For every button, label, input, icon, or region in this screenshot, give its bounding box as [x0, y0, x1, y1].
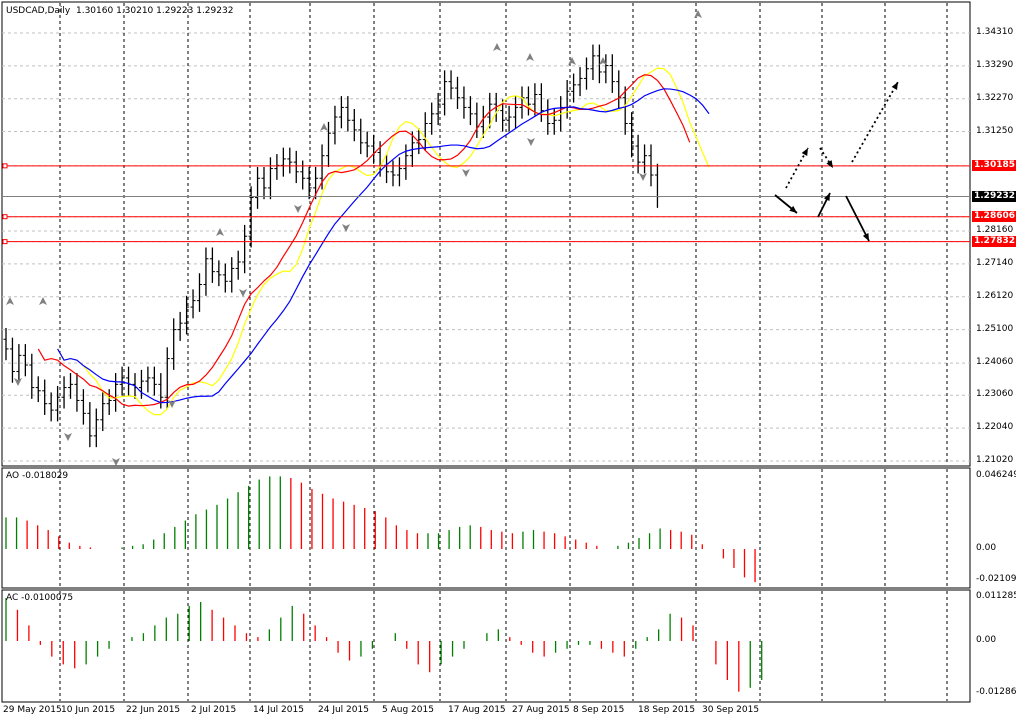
- date-tick-label: 5 Aug 2015: [382, 705, 434, 715]
- price-tick-label: 1.34310: [976, 27, 1014, 37]
- fractal-down-marker: [462, 169, 470, 177]
- ma-fast-line: [57, 67, 710, 416]
- fractal-up-marker: [493, 43, 501, 51]
- fractal-down-marker: [239, 289, 247, 297]
- date-tick-label: 18 Sep 2015: [638, 705, 696, 715]
- price-tick-label: 1.28160: [976, 225, 1014, 236]
- forecast-arrow-up-dotted-2-head: [891, 82, 898, 90]
- ac-tick-label: 0.00: [976, 635, 997, 645]
- fractal-down-marker: [527, 138, 535, 146]
- forecast-arrow-up-dotted-1-head: [801, 148, 808, 156]
- date-tick-label: 14 Jul 2015: [253, 705, 304, 715]
- forecast-arrow-down-dotted-head: [826, 160, 833, 168]
- ac-label: AC -0.0100075: [6, 593, 74, 603]
- price-tick-label: 1.24060: [976, 357, 1014, 368]
- fractal-up-marker: [526, 53, 534, 61]
- date-tick-label: 10 Jun 2015: [61, 705, 116, 715]
- price-tick-label: 1.23060: [976, 389, 1014, 400]
- price-tick-label: 1.21020: [976, 455, 1014, 465]
- price-tick-label: 1.31250: [976, 125, 1014, 136]
- fractal-down-marker: [64, 433, 72, 441]
- forecast-arrow-down-2: [845, 195, 870, 242]
- forecast-arrow-down-dotted: [819, 147, 834, 169]
- date-tick-label: 17 Aug 2015: [448, 705, 506, 715]
- date-tick-label: 2 Jul 2015: [191, 705, 237, 715]
- price-tick-label: 1.28606: [972, 210, 1016, 222]
- price-tick-label: 1.29232: [972, 190, 1016, 202]
- forecast-arrow-up-dotted-2: [851, 81, 899, 163]
- fractal-up-marker: [216, 228, 224, 236]
- date-tick-label: 24 Jul 2015: [318, 705, 369, 715]
- fractal-down-marker: [294, 205, 302, 213]
- price-tick-label: 1.26120: [976, 290, 1014, 301]
- ma-mid-line: [37, 74, 691, 407]
- date-tick-label: 30 Sep 2015: [702, 705, 760, 715]
- fractal-up-marker: [6, 297, 14, 305]
- chart-header: USDCAD,Daily 1.30160 1.30210 1.29223 1.2…: [6, 6, 233, 17]
- symbol-timeframe: USDCAD,Daily: [6, 6, 71, 16]
- fractal-up-marker: [599, 57, 607, 65]
- fractal-down-marker: [112, 458, 120, 466]
- panel-frame-2: [1, 589, 971, 703]
- fractal-down-marker: [168, 400, 176, 408]
- date-tick-label: 27 Aug 2015: [512, 705, 570, 715]
- fractal-up-marker: [320, 123, 328, 131]
- fractal-up-marker: [39, 297, 47, 305]
- ao-tick-label: -0.02109: [976, 574, 1016, 584]
- ao-tick-label: 0.00: [976, 543, 997, 553]
- ohlc-values: 1.30160 1.30210 1.29223 1.29232: [75, 6, 234, 16]
- level-anchor: [2, 214, 8, 220]
- price-tick-label: 1.27832: [972, 235, 1016, 247]
- forecast-arrow-down-2-head: [862, 233, 869, 241]
- ao-tick-label: 0.046249: [976, 470, 1016, 480]
- panel-frame-1: [1, 467, 971, 589]
- ma-slow-line: [57, 88, 710, 404]
- ao-label: AO -0.018029: [6, 471, 69, 481]
- price-tick-label: 1.32270: [976, 92, 1014, 103]
- ac-tick-label: -0.012867: [976, 687, 1016, 697]
- forecast-arrow-up-1-head: [823, 193, 830, 201]
- price-tick-label: 1.27140: [976, 257, 1014, 268]
- price-tick-label: 1.33290: [976, 59, 1014, 70]
- fractal-up-marker: [694, 10, 702, 18]
- level-anchor: [2, 163, 8, 169]
- date-tick-label: 22 Jun 2015: [126, 705, 181, 715]
- panel-frame-0: [1, 1, 971, 467]
- level-anchor: [2, 239, 8, 245]
- fractal-down-marker: [14, 378, 22, 386]
- ac-tick-label: 0.011285: [976, 591, 1016, 601]
- price-tick-label: 1.30185: [972, 159, 1016, 171]
- price-tick-label: 1.25100: [976, 323, 1014, 334]
- price-tick-label: 1.22040: [976, 422, 1014, 433]
- date-tick-label: 8 Sep 2015: [573, 705, 625, 715]
- forecast-arrow-down-1-head: [789, 205, 797, 213]
- fractal-down-marker: [639, 173, 647, 181]
- fractal-up-marker: [568, 57, 576, 65]
- date-tick-label: 29 May 2015: [3, 705, 62, 715]
- fractal-down-marker: [342, 224, 350, 232]
